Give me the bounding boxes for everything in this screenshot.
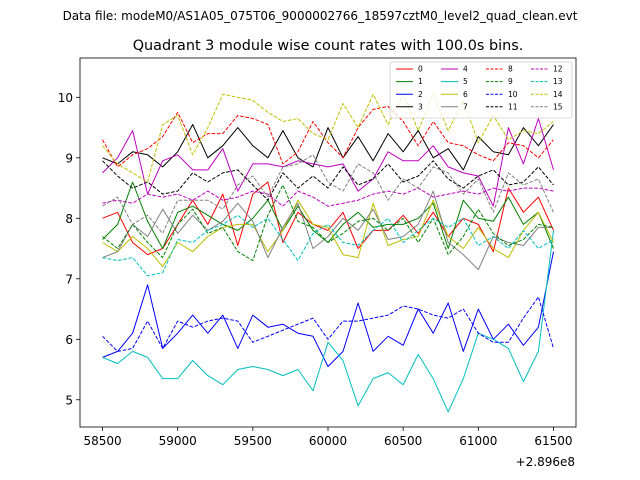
y-tick-label: 8	[65, 212, 73, 226]
series-line-11	[102, 160, 554, 201]
series-line-15	[102, 154, 554, 234]
plot-series	[102, 93, 554, 413]
axes-frame	[79, 57, 577, 428]
series-line-14	[102, 93, 554, 183]
series-line-9	[102, 184, 554, 262]
series-line-13	[102, 214, 554, 277]
x-tick-label: 60500	[384, 434, 422, 448]
series-line-6	[102, 199, 554, 268]
suptitle: Data file: modeM0/AS1A05_075T06_90000027…	[63, 9, 578, 23]
legend-label-10: 10	[508, 90, 518, 99]
legend-label-5: 5	[463, 77, 468, 86]
legend-label-9: 9	[508, 77, 513, 86]
chart-title: Quadrant 3 module wise count rates with …	[133, 38, 524, 54]
series-line-4	[102, 118, 554, 207]
y-tick-label: 9	[65, 151, 73, 165]
legend-label-6: 6	[463, 90, 468, 99]
x-offset-label: +2.896e8	[516, 455, 575, 469]
legend-label-14: 14	[553, 90, 563, 99]
series-line-12	[102, 187, 554, 207]
legend-label-3: 3	[418, 102, 423, 111]
legend-label-12: 12	[553, 65, 563, 74]
legend-label-8: 8	[508, 65, 513, 74]
legend-label-15: 15	[553, 102, 563, 111]
x-tick-label: 58500	[83, 434, 121, 448]
series-line-10	[102, 296, 554, 352]
y-tick-label: 5	[65, 393, 73, 407]
x-tick-label: 61000	[459, 434, 497, 448]
series-line-2	[102, 251, 554, 367]
x-tick-label: 60000	[309, 434, 347, 448]
legend-box	[389, 61, 573, 119]
series-line-3	[102, 124, 554, 171]
legend-label-7: 7	[463, 102, 468, 111]
x-tick-label: 61500	[534, 434, 572, 448]
series-line-7	[102, 190, 554, 271]
y-tick-label: 10	[58, 91, 73, 105]
series-line-8	[102, 105, 554, 168]
y-axis: 5 6 7 8 9 10	[58, 91, 80, 407]
y-tick-label: 7	[65, 272, 73, 286]
x-axis: 58500 59000 59500 60000 60500 61000 61500	[83, 427, 573, 448]
legend-label-4: 4	[463, 65, 468, 74]
legend-label-2: 2	[418, 90, 423, 99]
y-tick-label: 6	[65, 333, 73, 347]
legend-label-0: 0	[418, 65, 423, 74]
legend-label-11: 11	[508, 102, 518, 111]
legend-label-13: 13	[553, 77, 563, 86]
x-tick-label: 59000	[159, 434, 197, 448]
legend-label-1: 1	[418, 77, 423, 86]
x-tick-label: 59500	[234, 434, 272, 448]
